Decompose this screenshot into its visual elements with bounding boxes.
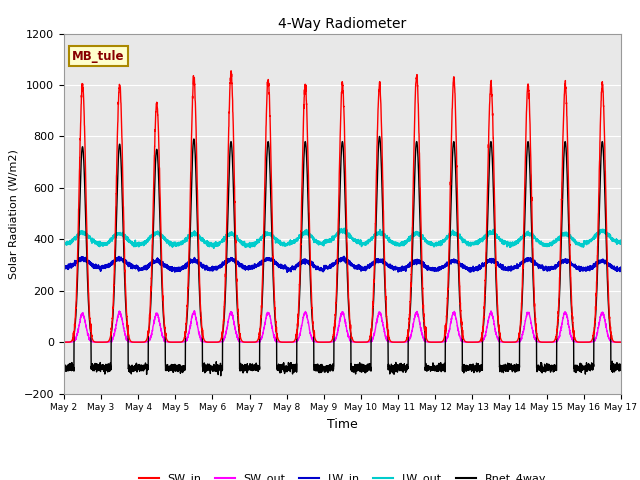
SW_in: [617, 339, 625, 345]
Rnet_4way: [322, 367, 330, 373]
SW_in: [616, 339, 624, 345]
LW_in: [160, 263, 168, 269]
SW_in: [161, 320, 168, 325]
Title: 4-Way Radiometer: 4-Way Radiometer: [278, 17, 406, 31]
LW_out: [617, 241, 625, 247]
SW_in: [436, 339, 444, 345]
Rnet_4way: [60, 365, 68, 371]
SW_out: [190, 308, 198, 314]
LW_in: [499, 264, 507, 270]
LW_in: [322, 264, 330, 270]
Rnet_4way: [468, 367, 476, 372]
SW_out: [108, 339, 116, 345]
Line: SW_in: SW_in: [64, 71, 621, 342]
LW_in: [616, 266, 624, 272]
LW_out: [160, 235, 168, 240]
LW_out: [468, 242, 476, 248]
LW_out: [322, 239, 330, 244]
LW_out: [499, 239, 507, 245]
LW_in: [340, 253, 348, 259]
SW_in: [134, 339, 142, 345]
SW_in: [322, 339, 330, 345]
Rnet_4way: [616, 366, 624, 372]
Rnet_4way: [160, 322, 168, 327]
SW_in: [60, 339, 68, 345]
Rnet_4way: [376, 133, 383, 139]
SW_out: [60, 339, 68, 345]
SW_out: [468, 339, 476, 345]
Line: LW_in: LW_in: [64, 256, 621, 272]
SW_in: [468, 339, 476, 345]
LW_in: [468, 265, 476, 271]
Rnet_4way: [436, 365, 444, 371]
LW_out: [210, 245, 218, 251]
Line: LW_out: LW_out: [64, 228, 621, 248]
LW_out: [436, 240, 444, 246]
Text: MB_tule: MB_tule: [72, 50, 125, 63]
LW_out: [60, 240, 68, 246]
LW_out: [616, 240, 624, 245]
SW_out: [616, 339, 624, 345]
LW_in: [617, 264, 625, 270]
SW_out: [499, 339, 507, 345]
SW_out: [322, 339, 330, 345]
X-axis label: Time: Time: [327, 418, 358, 431]
SW_in: [499, 339, 507, 345]
Y-axis label: Solar Radiation (W/m2): Solar Radiation (W/m2): [8, 149, 18, 278]
Rnet_4way: [217, 373, 225, 379]
LW_in: [60, 266, 68, 272]
SW_out: [161, 338, 168, 344]
Rnet_4way: [499, 365, 507, 371]
Line: Rnet_4way: Rnet_4way: [64, 136, 621, 376]
Legend: SW_in, SW_out, LW_in, LW_out, Rnet_4way: SW_in, SW_out, LW_in, LW_out, Rnet_4way: [134, 469, 550, 480]
LW_in: [436, 267, 444, 273]
SW_out: [617, 339, 625, 345]
LW_out: [340, 226, 348, 231]
Rnet_4way: [617, 362, 625, 368]
LW_in: [284, 269, 291, 275]
SW_out: [436, 339, 444, 345]
Line: SW_out: SW_out: [64, 311, 621, 342]
SW_in: [227, 68, 235, 74]
